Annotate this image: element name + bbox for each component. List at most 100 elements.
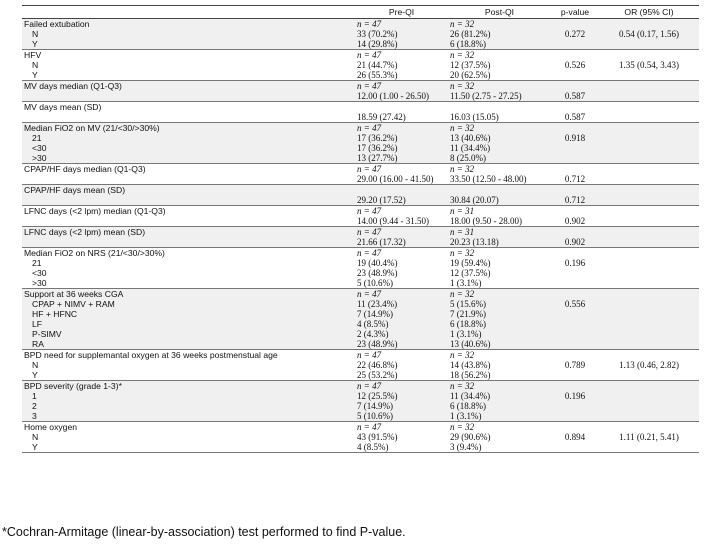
row-label	[22, 112, 355, 123]
header-p-value: p-value	[551, 5, 599, 19]
post-qi-value-text: 20 (62.5%)	[450, 70, 491, 80]
pre-qi-n: n = 47	[355, 122, 448, 133]
p-value-cell	[551, 288, 599, 299]
pre-qi-value: 17 (36.2%)	[355, 133, 448, 143]
post-qi-value-text: 14 (43.8%)	[450, 360, 491, 370]
pre-qi-n: n = 47	[355, 164, 448, 174]
table-group: LFNC days (<2 lpm) median (Q1-Q3) n = 47 n…	[22, 206, 699, 227]
results-table-container: Pre-QI Post-QI p-value OR (95% CI) Faile…	[22, 5, 699, 453]
pre-qi-value-text: 19 (40.4%)	[357, 258, 398, 268]
row-label: N	[22, 60, 355, 70]
group-title-text: CPAP/HF days mean (SD)	[24, 185, 126, 195]
pre-qi-value-text: 18.59 (27.42)	[357, 112, 406, 122]
odds-ratio	[599, 143, 699, 153]
group-title-row: LFNC days (<2 lpm) mean (SD) n = 47 n = 31	[22, 226, 699, 237]
post-qi-n: n = 32	[448, 350, 551, 360]
p-value-cell	[551, 380, 599, 391]
p-value	[551, 70, 599, 81]
odds-ratio	[599, 278, 699, 289]
group-title-row: LFNC days (<2 lpm) median (Q1-Q3) n = 47 n…	[22, 206, 699, 217]
pre-qi-value: 12.00 (1.00 - 26.50)	[355, 91, 448, 102]
table-row: N 43 (91.5%) 29 (90.6%) 0.894 1.11 (0.21, 5.…	[22, 432, 699, 442]
table-footnote: *Cochran-Armitage (linear-by-association…	[2, 525, 406, 539]
group-title-text: BPD severity (grade 1-3)*	[24, 381, 122, 391]
p-value: 0.587	[551, 112, 599, 123]
row-label-text: Y	[32, 70, 38, 80]
group-title: BPD severity (grade 1-3)*	[22, 380, 355, 391]
p-value-text: 0.902	[564, 237, 586, 247]
p-value: 0.196	[551, 391, 599, 401]
odds-ratio	[599, 216, 699, 227]
odds-ratio	[599, 339, 699, 350]
pre-qi-n: n = 47	[355, 288, 448, 299]
p-value-cell	[551, 206, 599, 217]
odds-ratio	[599, 370, 699, 381]
odds-ratio	[599, 401, 699, 411]
pre-qi-value: 14.00 (9.44 - 31.50)	[355, 216, 448, 227]
post-qi-value-text: 18 (56.2%)	[450, 370, 491, 380]
group-title: Median FiO2 on NRS (21/<30/>30%)	[22, 248, 355, 258]
p-value: 0.556	[551, 299, 599, 309]
p-value: 0.918	[551, 133, 599, 143]
pre-qi-value-text: 13 (27.7%)	[357, 153, 398, 163]
odds-ratio	[599, 112, 699, 123]
table-row: RA 23 (48.9%) 13 (40.6%)	[22, 339, 699, 350]
row-label-text: P-SIMV	[32, 329, 62, 339]
table-group: Median FiO2 on MV (21/<30/>30%) n = 47 n =…	[22, 122, 699, 164]
odds-ratio: 1.13 (0.46, 2.82)	[599, 360, 699, 370]
post-qi-value: 18.00 (9.50 - 28.00)	[448, 216, 551, 227]
p-value-text: 0.556	[564, 299, 586, 309]
p-value	[551, 39, 599, 50]
pre-qi-n: n = 47	[355, 206, 448, 216]
post-qi-n: n = 32	[448, 50, 551, 60]
header-post-qi: Post-QI	[448, 5, 551, 19]
header-pre-qi: Pre-QI	[355, 5, 448, 19]
pre-qi-value: 14 (29.8%)	[355, 39, 448, 50]
p-value-text: 0.918	[564, 133, 586, 143]
row-label	[22, 237, 355, 248]
group-title: BPD need for supplemantal oxygen at 36 w…	[22, 350, 355, 360]
header-odds-ratio: OR (95% CI)	[599, 5, 699, 19]
group-title-row: HFV n = 47 n = 32	[22, 50, 699, 60]
pre-qi-value-text: 26 (55.3%)	[357, 70, 398, 80]
post-qi-n-text: n = 31	[450, 227, 475, 237]
pre-qi-n-text: n = 47	[357, 381, 382, 391]
p-value-cell	[551, 122, 599, 133]
row-label: Y	[22, 370, 355, 381]
post-qi-n: n = 32	[448, 248, 551, 258]
group-title-text: CPAP/HF days median (Q1-Q3)	[24, 164, 146, 174]
post-qi-value: 20.23 (13.18)	[448, 237, 551, 248]
p-value: 0.789	[551, 360, 599, 370]
odds-ratio-text: 1.35 (0.54, 3.43)	[619, 60, 679, 70]
pre-qi-n-text: n = 47	[357, 350, 382, 360]
row-label: 3	[22, 411, 355, 422]
post-qi-value-text: 3 (9.4%)	[450, 442, 482, 452]
pre-qi-value-text: 23 (48.9%)	[357, 339, 398, 349]
pre-qi-value: 33 (70.2%)	[355, 29, 448, 39]
odds-ratio-cell	[599, 18, 699, 29]
odds-ratio	[599, 391, 699, 401]
post-qi-n	[448, 184, 551, 195]
post-qi-value: 19 (59.4%)	[448, 258, 551, 268]
odds-ratio-cell	[599, 226, 699, 237]
group-title-row: BPD need for supplemantal oxygen at 36 w…	[22, 350, 699, 360]
post-qi-value: 11 (34.4%)	[448, 143, 551, 153]
pre-qi-n: n = 47	[355, 248, 448, 258]
pre-qi-value: 5 (10.6%)	[355, 411, 448, 422]
post-qi-value: 1 (3.1%)	[448, 411, 551, 422]
pre-qi-value-text: 43 (91.5%)	[357, 432, 398, 442]
odds-ratio-cell	[599, 206, 699, 217]
post-qi-value-text: 20.23 (13.18)	[450, 237, 499, 247]
pre-qi-value: 43 (91.5%)	[355, 432, 448, 442]
pre-qi-value-text: 5 (10.6%)	[357, 411, 393, 421]
group-title-row: Median FiO2 on NRS (21/<30/>30%) n = 47 n …	[22, 248, 699, 258]
post-qi-n-text: n = 32	[450, 422, 475, 432]
post-qi-n: n = 32	[448, 18, 551, 29]
pre-qi-value: 7 (14.9%)	[355, 401, 448, 411]
post-qi-n-text: n = 32	[450, 50, 475, 60]
p-value-cell	[551, 18, 599, 29]
group-title-text: LFNC days (<2 lpm) mean (SD)	[24, 227, 146, 237]
row-label	[22, 91, 355, 102]
group-title-text: LFNC days (<2 lpm) median (Q1-Q3)	[24, 206, 166, 216]
pre-qi-n	[355, 184, 448, 195]
